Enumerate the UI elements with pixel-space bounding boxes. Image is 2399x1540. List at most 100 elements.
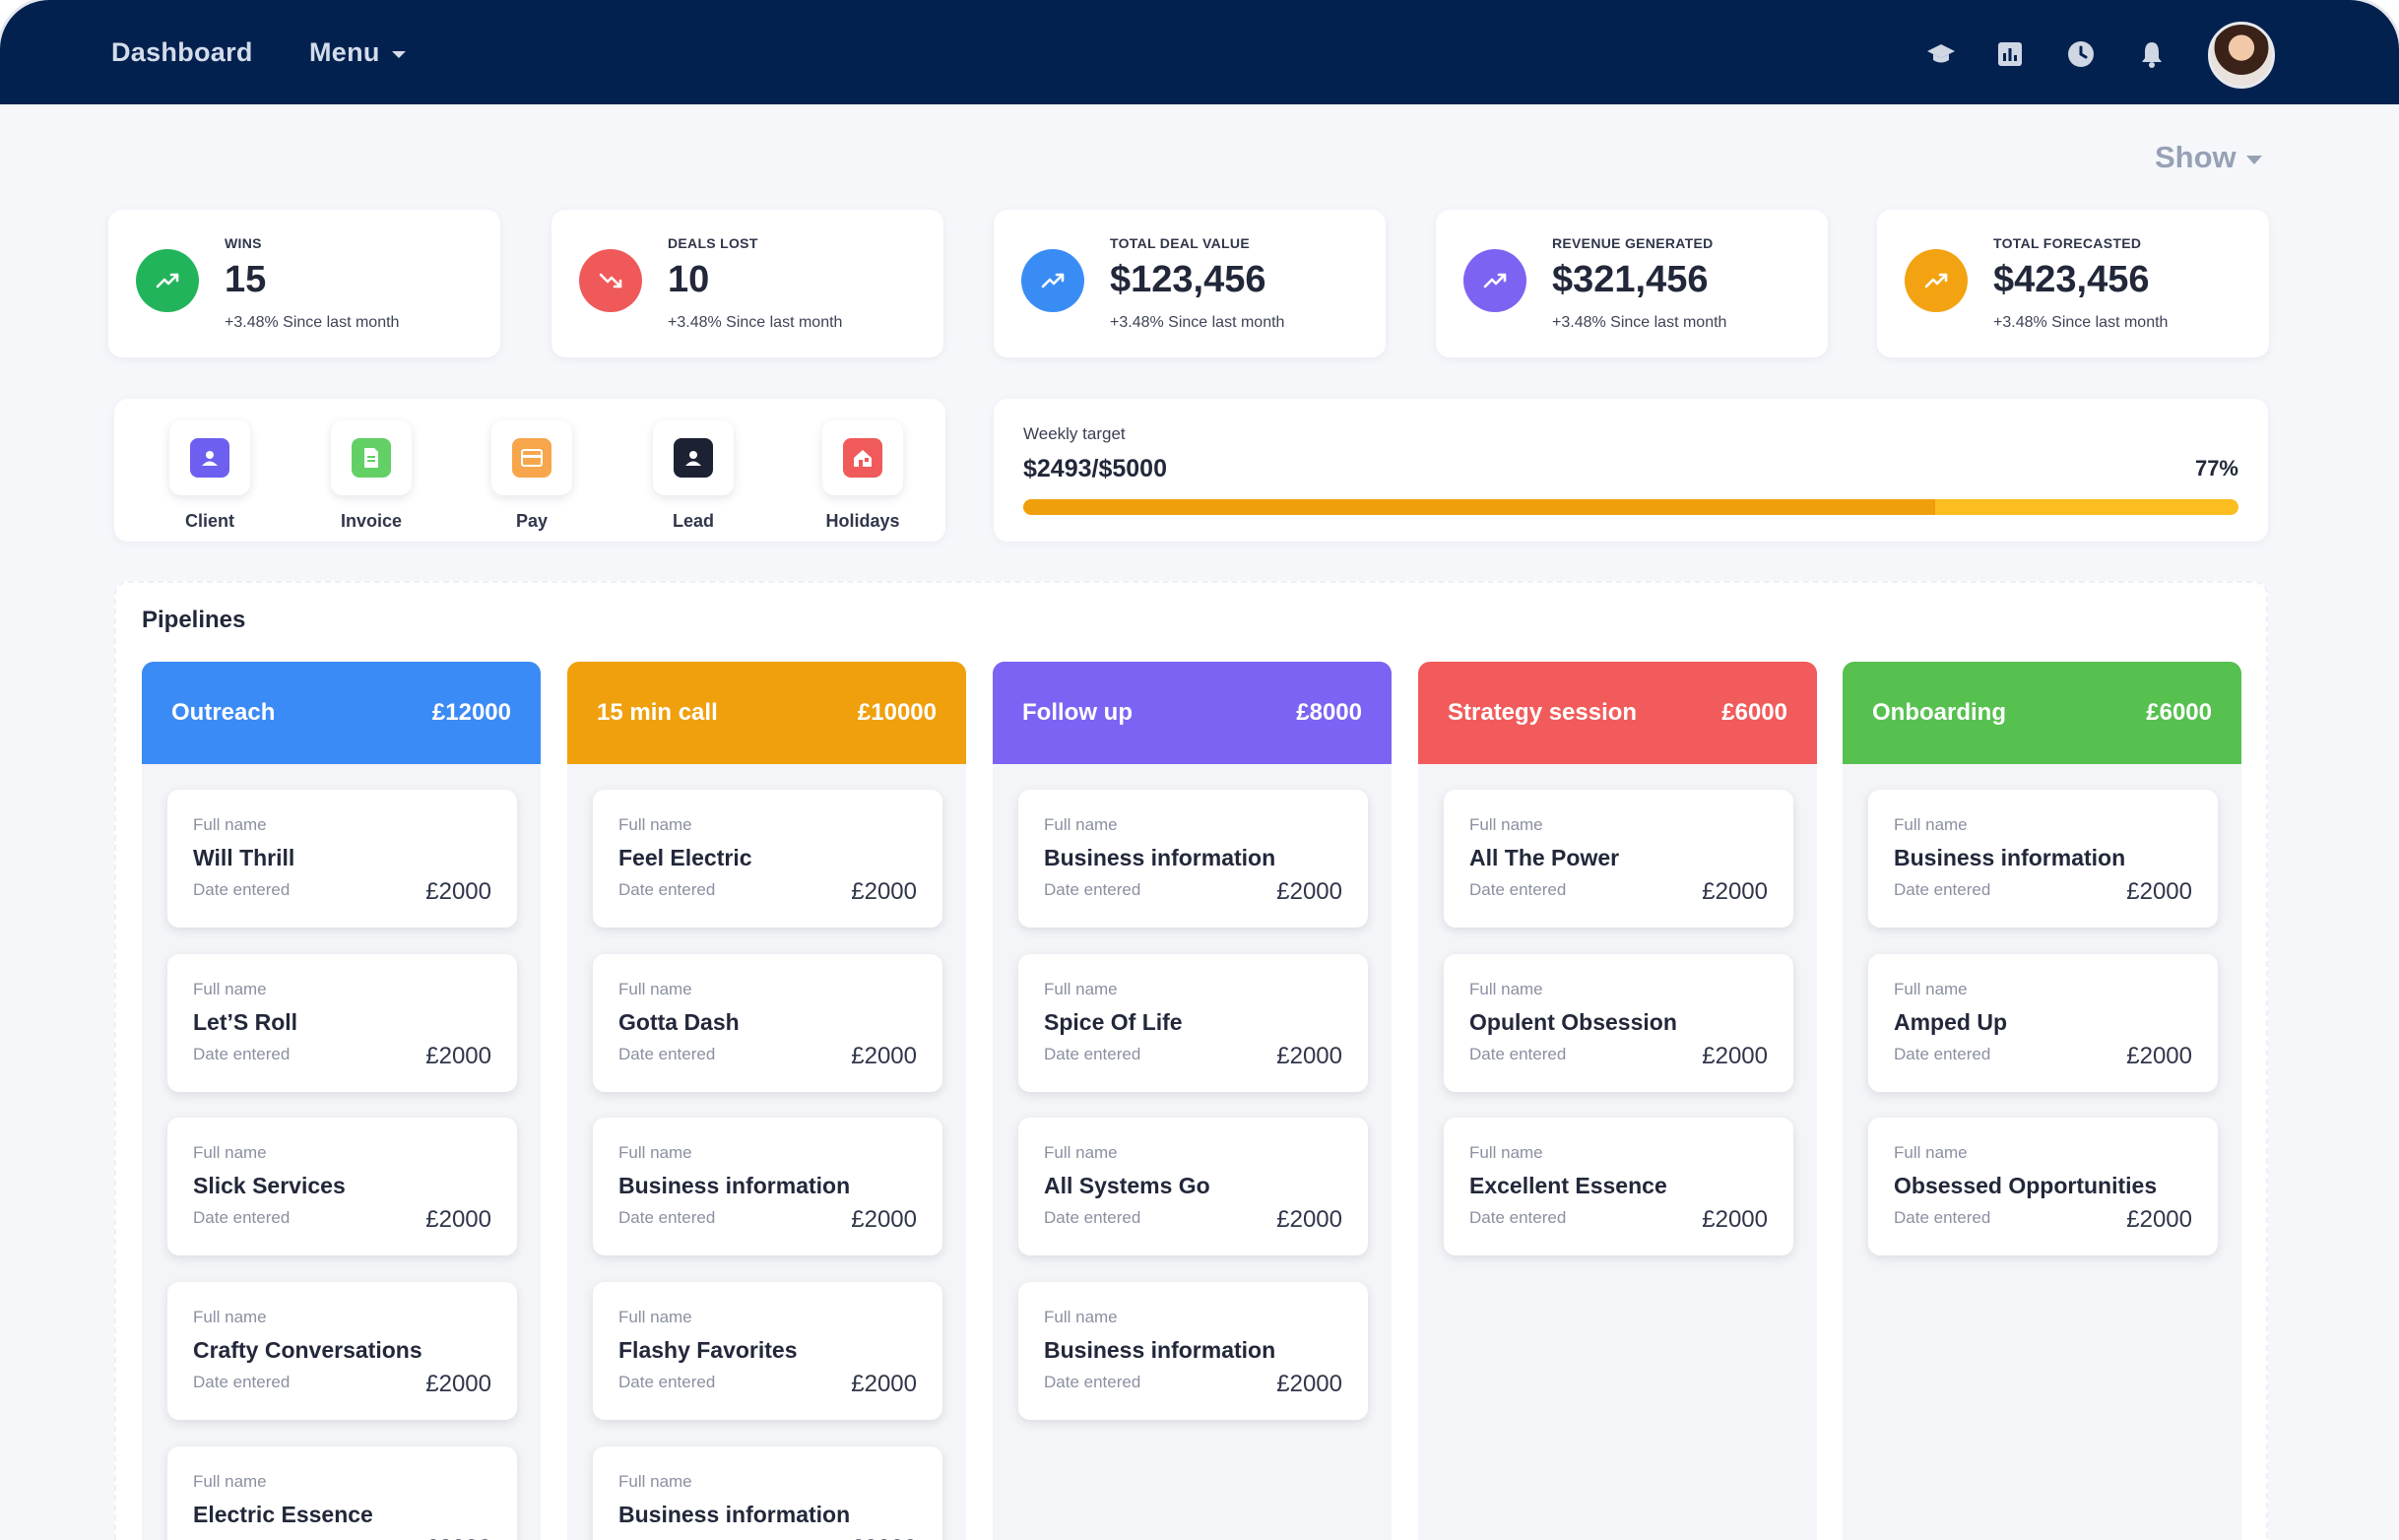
trending-up-icon [136, 249, 199, 312]
stat-label: REVENUE GENERATED [1552, 235, 1714, 251]
nav-menu-label: Menu [309, 37, 380, 67]
deal-full-name-label: Full name [193, 1308, 267, 1326]
chevron-down-icon [2245, 155, 2262, 164]
user-avatar[interactable] [2208, 22, 2275, 89]
quick-action-holidays[interactable]: Holidays [822, 420, 903, 532]
deal-amount: £2000 [1276, 878, 1342, 905]
deal-card[interactable]: Full name Spice Of Life Date entered £2000 [1018, 954, 1368, 1092]
deal-card[interactable]: Full name Business information Date entere… [1018, 790, 1368, 928]
deal-amount: £2000 [1702, 878, 1768, 905]
deal-card[interactable]: Full name Gotta Dash Date entered £2000 [593, 954, 942, 1092]
deal-card[interactable]: Full name Opulent Obsession Date entered £2… [1444, 954, 1793, 1092]
deal-date-label: Date entered [1469, 1208, 1567, 1227]
deal-name: Opulent Obsession [1469, 1009, 1677, 1035]
trending-down-icon [579, 249, 642, 312]
quick-action-label: Holidays [825, 511, 900, 531]
deal-amount: £2000 [1702, 1043, 1768, 1069]
deal-card[interactable]: Full name Business information Date entere… [593, 1118, 942, 1255]
bell-icon[interactable] [2137, 39, 2167, 69]
quick-action-tile[interactable] [822, 420, 903, 495]
deal-card[interactable]: Full name Will Thrill Date entered £2000 [167, 790, 517, 928]
deal-amount: £2000 [2126, 878, 2192, 905]
deal-full-name-label: Full name [1469, 980, 1543, 998]
pipeline-column-follow-up: Follow up £8000 Full name Business informat… [993, 662, 1392, 1540]
pipeline-column-header[interactable]: Onboarding £6000 [1843, 662, 2241, 764]
deal-full-name-label: Full name [193, 815, 267, 834]
pipeline-column-title: Follow up [1022, 699, 1133, 726]
deal-date-label: Date entered [1894, 1208, 1991, 1227]
stat-card-deals-lost: DEALS LOST 10 +3.48% Since last month [551, 210, 943, 357]
stat-card-wins: WINS 15 +3.48% Since last month [108, 210, 500, 357]
deal-full-name-label: Full name [1044, 815, 1118, 834]
deal-date-label: Date entered [193, 1373, 291, 1391]
progress-fill [1023, 499, 1935, 515]
quick-action-lead[interactable]: Lead [653, 420, 734, 532]
deal-name: Spice Of Life [1044, 1009, 1183, 1035]
deal-name: Amped Up [1894, 1009, 2007, 1035]
deal-amount: £2000 [851, 878, 917, 905]
deal-amount: £2000 [2126, 1206, 2192, 1233]
deal-name: Let’S Roll [193, 1009, 298, 1035]
show-label: Show [2155, 140, 2237, 174]
stat-value: 10 [668, 259, 710, 300]
pipeline-column-title: Outreach [171, 699, 276, 726]
show-dropdown[interactable]: Show [2155, 140, 2262, 175]
graduation-cap-icon[interactable] [1926, 39, 1956, 69]
deal-full-name-label: Full name [618, 815, 692, 834]
deal-card[interactable]: Full name Electric Essence Date entered £20… [167, 1446, 517, 1540]
deal-card[interactable]: Full name Slick Services Date entered £2000 [167, 1118, 517, 1255]
deal-amount: £2000 [2126, 1043, 2192, 1069]
deal-date-label: Date entered [1044, 1208, 1141, 1227]
quick-action-pay[interactable]: Pay [491, 420, 572, 532]
stat-label: WINS [225, 235, 262, 251]
deal-name: Obsessed Opportunities [1894, 1173, 2158, 1198]
deal-date-label: Date entered [618, 1208, 716, 1227]
bar-chart-icon[interactable] [1995, 39, 2025, 69]
clock-icon[interactable] [2066, 39, 2096, 69]
deal-card[interactable]: Full name Business information Date entere… [1018, 1282, 1368, 1420]
deal-card[interactable]: Full name Excellent Essence Date entered £2… [1444, 1118, 1793, 1255]
person-icon [190, 438, 229, 478]
pipeline-column-header[interactable]: Outreach £12000 [142, 662, 541, 764]
deal-name: All Systems Go [1044, 1173, 1210, 1198]
deal-amount: £2000 [851, 1206, 917, 1233]
document-icon [352, 438, 391, 478]
stat-card-revenue-generated: REVENUE GENERATED $321,456 +3.48% Since la… [1436, 210, 1828, 357]
deal-card[interactable]: Full name Flashy Favorites Date entered £20… [593, 1282, 942, 1420]
deal-name: Business information [1044, 845, 1276, 870]
deal-card[interactable]: Full name Obsessed Opportunities Date ente… [1868, 1118, 2218, 1255]
pipeline-column-header[interactable]: Strategy session £6000 [1418, 662, 1817, 764]
deal-card[interactable]: Full name Business information Date entere… [593, 1446, 942, 1540]
deal-date-label: Date entered [618, 1045, 716, 1063]
stat-value: $423,456 [1993, 259, 2150, 300]
quick-action-label: Client [184, 511, 234, 531]
quick-action-invoice[interactable]: Invoice [331, 420, 412, 532]
pipeline-column-header[interactable]: 15 min call £10000 [567, 662, 966, 764]
deal-card[interactable]: Full name Crafty Conversations Date entere… [167, 1282, 517, 1420]
weekly-target-panel: Weekly target $2493/$5000 77% [994, 399, 2268, 542]
quick-action-tile[interactable] [491, 420, 572, 495]
stat-change: +3.48% Since last month [225, 314, 400, 331]
deal-amount: £2000 [851, 1371, 917, 1397]
deal-amount: £2000 [425, 1535, 491, 1540]
deal-card[interactable]: Full name All The Power Date entered £2000 [1444, 790, 1793, 928]
deal-date-label: Date entered [193, 1045, 291, 1063]
nav-menu-dropdown[interactable]: Menu [309, 37, 406, 68]
pipeline-column-total: £12000 [431, 699, 511, 726]
pipeline-column-header[interactable]: Follow up £8000 [993, 662, 1392, 764]
quick-action-tile[interactable] [331, 420, 412, 495]
deal-name: Business information [1894, 845, 2126, 870]
deal-card[interactable]: Full name All Systems Go Date entered £2000 [1018, 1118, 1368, 1255]
deal-card[interactable]: Full name Business information Date entere… [1868, 790, 2218, 928]
pipelines-board: Pipelines Outreach £12000 Full name Will Th… [114, 581, 2268, 1540]
deal-card[interactable]: Full name Amped Up Date entered £2000 [1868, 954, 2218, 1092]
deal-card[interactable]: Full name Let’S Roll Date entered £2000 [167, 954, 517, 1092]
deal-full-name-label: Full name [1894, 980, 1968, 998]
quick-action-label: Pay [515, 511, 549, 531]
quick-action-client[interactable]: Client [169, 420, 250, 532]
deal-card[interactable]: Full name Feel Electric Date entered £2000 [593, 790, 942, 928]
quick-action-tile[interactable] [653, 420, 734, 495]
quick-action-tile[interactable] [169, 420, 250, 495]
nav-dashboard-link[interactable]: Dashboard [111, 37, 253, 67]
deal-date-label: Date entered [618, 1373, 716, 1391]
